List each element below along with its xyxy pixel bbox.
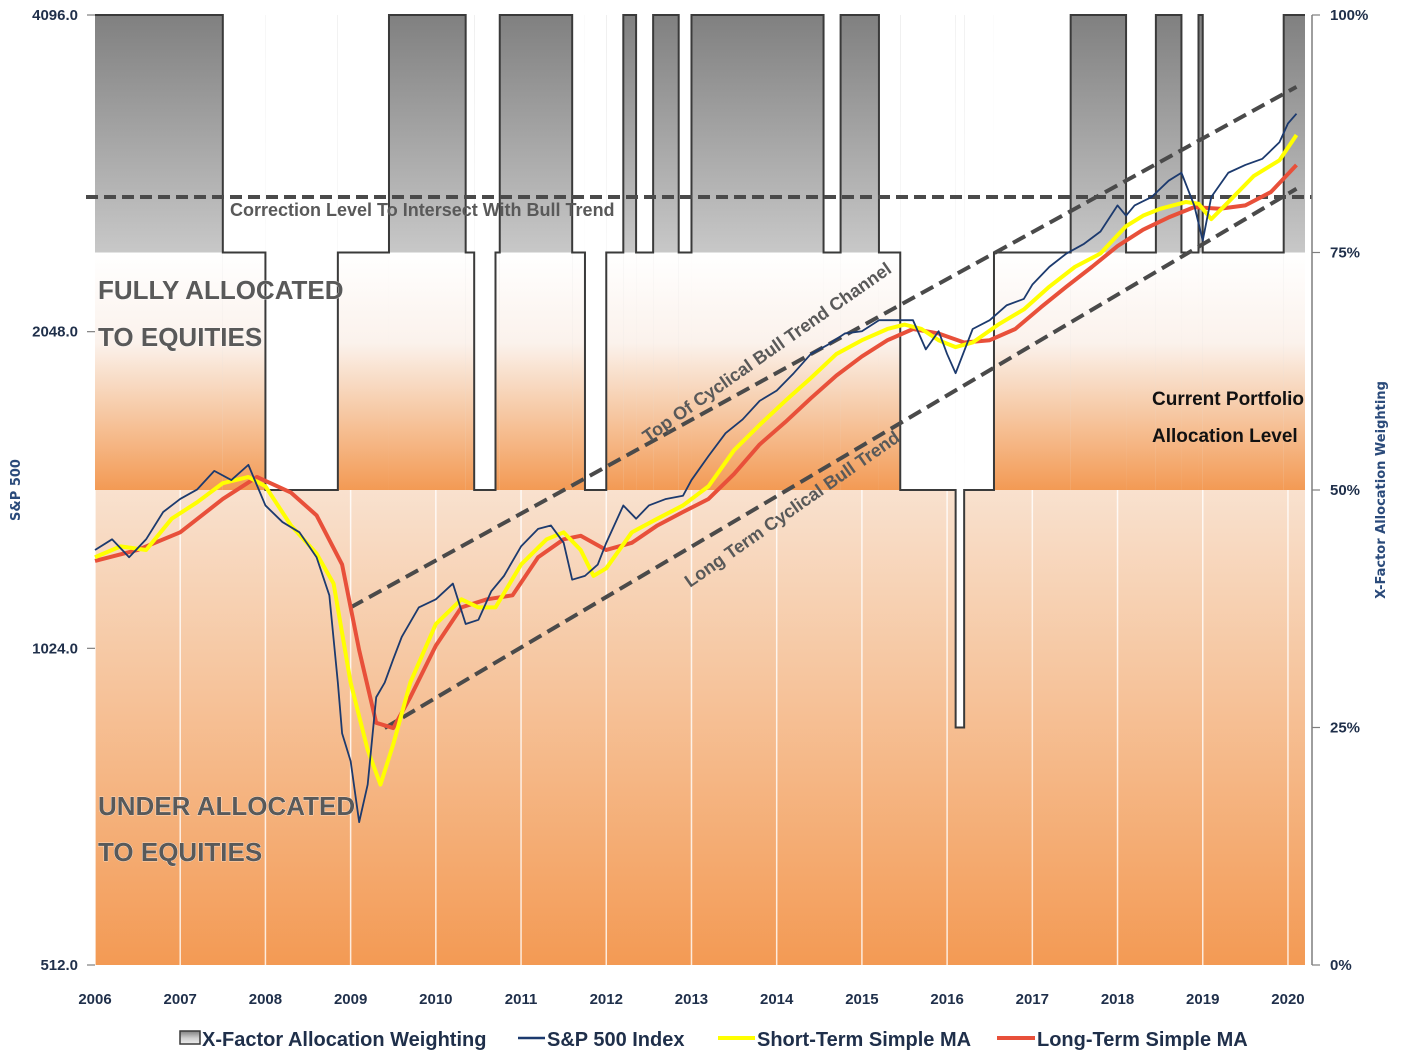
- allocation-cutout-rect: [474, 15, 496, 490]
- channel-top-line: [349, 85, 1298, 610]
- fully-allocated-line2: TO EQUITIES: [98, 322, 262, 352]
- x-tick-label: 2012: [590, 991, 623, 1008]
- x-tick-label: 2016: [930, 991, 963, 1008]
- allocation-cutout-rect: [265, 15, 338, 490]
- y-right-tick-label: 100%: [1330, 7, 1368, 24]
- allocation-bg-restore: [1283, 252, 1305, 490]
- legend-label-sp500: S&P 500 Index: [547, 1029, 684, 1051]
- allocation-cutouts: [222, 15, 1284, 728]
- allocation-bg-restore: [388, 252, 466, 490]
- under-allocated-line2: TO EQUITIES: [98, 837, 262, 867]
- allocation-cutout-rect: [222, 15, 266, 253]
- y-right-tick-label: 25%: [1330, 720, 1360, 737]
- allocation-cutout-rect: [636, 15, 654, 253]
- allocation-bg-restore: [691, 252, 824, 490]
- allocation-bg-restore: [678, 252, 692, 490]
- current-portfolio-line1: Current Portfolio: [1152, 389, 1304, 410]
- legend-swatch-allocation: [179, 1030, 201, 1045]
- y-left-tick-label: 1024.0: [32, 640, 78, 657]
- x-tick-label: 2015: [845, 991, 878, 1008]
- x-tick-label: 2009: [334, 991, 367, 1008]
- x-tick-label: 2017: [1016, 991, 1049, 1008]
- x-tick-label: 2008: [249, 991, 282, 1008]
- allocation-cutout-rect: [465, 15, 475, 253]
- allocation-cutout-rect: [955, 15, 965, 728]
- allocation-bg-restore: [1181, 252, 1199, 490]
- x-tick-label: 2014: [760, 991, 794, 1008]
- allocation-bg-restore: [1155, 252, 1182, 490]
- fully-allocated-line1: FULLY ALLOCATED: [98, 275, 344, 305]
- allocation-bg-restore: [495, 252, 500, 490]
- legend: X-Factor Allocation Weighting S&P 500 In…: [179, 1029, 1248, 1051]
- x-tick-label: 2019: [1186, 991, 1219, 1008]
- allocation-cutout-rect: [606, 15, 624, 253]
- x-tick-label: 2020: [1271, 991, 1304, 1008]
- allocation-cutout-rect: [900, 15, 956, 490]
- right-axis-title: X-Factor Allocation Weighting: [1374, 381, 1389, 599]
- x-tick-label: 2007: [164, 991, 197, 1008]
- channel-bottom-line: [383, 187, 1298, 730]
- allocation-cutout-rect: [495, 15, 500, 253]
- allocation-cutout-rect: [337, 15, 389, 253]
- allocation-cutout-deep: [955, 490, 965, 728]
- allocation-bg-restore: [1202, 252, 1284, 490]
- x-tick-label: 2018: [1101, 991, 1134, 1008]
- legend-label-allocation: X-Factor Allocation Weighting: [202, 1029, 486, 1051]
- x-tick-label: 2013: [675, 991, 708, 1008]
- allocation-cutout-rect: [964, 15, 994, 490]
- short-term-ma-line: [94, 133, 1299, 787]
- allocation-cutout-rect: [572, 15, 585, 253]
- allocation-bg-restore: [623, 252, 637, 490]
- allocation-cutout-rect: [993, 15, 1071, 253]
- x-tick-label: 2010: [419, 991, 452, 1008]
- y-left-tick-label: 2048.0: [32, 324, 78, 341]
- left-axis-title: S&P 500: [9, 459, 24, 521]
- allocation-bg-restore: [1126, 252, 1156, 490]
- allocation-bg-restore: [1198, 252, 1203, 490]
- legend-label-long-ma: Long-Term Simple MA: [1037, 1029, 1248, 1051]
- allocation-cutout-rect: [823, 15, 841, 253]
- allocation-band-mask: [95, 252, 1305, 490]
- legend-label-short-ma: Short-Term Simple MA: [757, 1029, 971, 1051]
- allocation-bg-restore: [465, 252, 475, 490]
- y-left-tick-label: 512.0: [40, 957, 78, 974]
- allocation-bg-restore: [823, 252, 841, 490]
- allocation-cutout-rect: [678, 15, 692, 253]
- current-portfolio-line2: Allocation Level: [1152, 426, 1298, 447]
- allocation-bg-restore: [653, 252, 679, 490]
- right-axis-ticks: 100% 75% 50% 25% 0%: [1312, 7, 1368, 974]
- allocation-cutout-rect: [878, 15, 901, 253]
- allocation-bg-restore: [337, 252, 389, 490]
- allocation-bg-restore: [993, 252, 1071, 490]
- x-tick-label: 2011: [505, 991, 538, 1008]
- x-tick-label: 2006: [78, 991, 111, 1008]
- allocation-bg-restore: [606, 252, 624, 490]
- y-right-tick-label: 50%: [1330, 482, 1360, 499]
- allocation-bg-restore: [499, 252, 573, 490]
- allocation-step-outline: [95, 14, 1305, 729]
- y-right-tick-label: 0%: [1330, 957, 1352, 974]
- allocation-bg-restore: [1070, 252, 1127, 490]
- y-right-tick-label: 75%: [1330, 245, 1360, 262]
- x-axis-ticks: 2006 2007 2008 2009 2010 2011 2012 2013 2014 2015…: [78, 991, 1304, 1008]
- long-term-ma-line: [94, 163, 1298, 731]
- under-allocated-line1: UNDER ALLOCATED: [98, 791, 355, 821]
- allocation-cutout-rect: [584, 15, 607, 490]
- allocation-bg-restore: [636, 252, 654, 490]
- allocation-cutout-rect: [1181, 15, 1199, 253]
- allocation-bg-restore: [572, 252, 585, 490]
- correction-level-label: Correction Level To Intersect With Bull …: [230, 200, 615, 220]
- allocation-bg-restore: [222, 252, 266, 490]
- left-axis-ticks: 4096.0 2048.0 1024.0 512.0: [32, 7, 95, 974]
- sp500-line: [94, 113, 1298, 824]
- allocation-bg-restore: [840, 252, 879, 490]
- allocation-bg-restore: [95, 252, 223, 490]
- y-left-tick-label: 4096.0: [32, 7, 78, 24]
